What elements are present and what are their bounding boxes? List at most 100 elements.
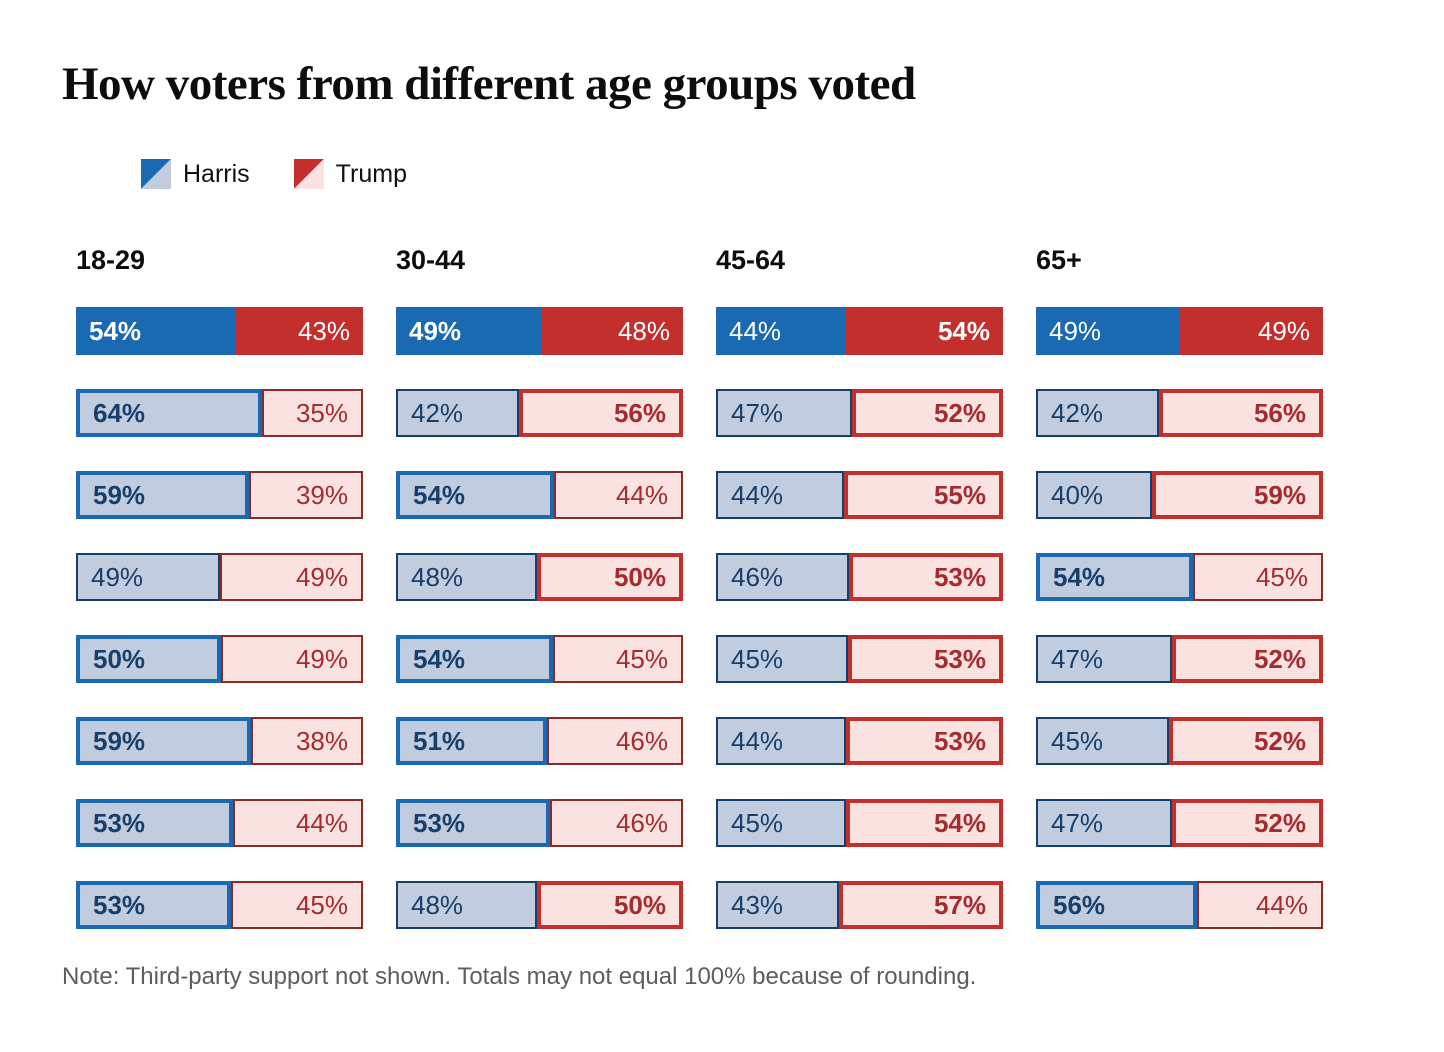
harris-bar-segment: 48% (396, 881, 537, 929)
trump-bar-segment: 53% (846, 717, 1003, 765)
harris-value-label: 47% (1051, 643, 1104, 674)
trump-bar-segment: 55% (843, 471, 1003, 519)
trump-value-label: 48% (617, 315, 670, 346)
trump-bar-segment: 52% (1169, 717, 1323, 765)
harris-value-label: 53% (93, 807, 146, 838)
harris-value-label: 54% (413, 643, 466, 674)
result-bar: 48% 50% (396, 881, 683, 929)
trump-bar-segment: 54% (846, 799, 1003, 847)
result-bar: 45% 52% (1036, 717, 1323, 765)
harris-bar-segment: 50% (76, 635, 221, 683)
harris-bar-segment: 45% (1036, 717, 1170, 765)
result-bar: 54% 43% (76, 307, 363, 355)
harris-value-label: 49% (409, 315, 462, 346)
legend-label-trump: Trump (335, 159, 407, 188)
result-bar: 44% 55% (716, 471, 1003, 519)
harris-value-label: 59% (93, 479, 146, 510)
trump-value-label: 45% (295, 889, 348, 920)
harris-value-label: 44% (729, 315, 782, 346)
trump-bar-segment: 44% (232, 799, 363, 847)
result-bar: 53% 44% (76, 799, 363, 847)
trump-value-label: 52% (1253, 643, 1306, 674)
result-bar: 54% 45% (1036, 553, 1323, 601)
trump-bar-segment: 52% (1172, 635, 1323, 683)
legend-item-trump: Trump (293, 159, 407, 189)
harris-bar-segment: 59% (76, 471, 249, 519)
result-bar: 51% 46% (396, 717, 683, 765)
trump-value-label: 49% (1257, 315, 1310, 346)
result-bar: 47% 52% (1036, 635, 1323, 683)
trump-value-label: 54% (933, 807, 986, 838)
trump-bar-segment: 50% (536, 553, 683, 601)
harris-value-label: 42% (1051, 397, 1104, 428)
harris-bar-segment: 54% (76, 307, 236, 355)
harris-value-label: 64% (93, 397, 146, 428)
trump-bar-segment: 59% (1151, 471, 1323, 519)
harris-value-label: 53% (93, 889, 146, 920)
result-bar: 44% 54% (716, 307, 1003, 355)
trump-bar-segment: 45% (552, 635, 683, 683)
result-bar: 44% 53% (716, 717, 1003, 765)
harris-bar-segment: 44% (716, 471, 844, 519)
trump-bar-segment: 50% (536, 881, 683, 929)
harris-bar-segment: 47% (1036, 799, 1173, 847)
harris-bar-segment: 54% (396, 471, 555, 519)
trump-bar-segment: 48% (540, 307, 683, 355)
harris-value-label: 43% (731, 889, 784, 920)
trump-value-label: 44% (615, 479, 668, 510)
result-bar: 40% 59% (1036, 471, 1323, 519)
trump-bar-segment: 35% (261, 389, 363, 437)
harris-bar-segment: 49% (396, 307, 541, 355)
trump-value-label: 50% (613, 561, 666, 592)
harris-bar-segment: 42% (396, 389, 519, 437)
result-bar: 42% 56% (1036, 389, 1323, 437)
harris-bar-segment: 53% (76, 799, 233, 847)
trump-value-label: 46% (615, 725, 668, 756)
trump-bar-segment: 45% (1192, 553, 1323, 601)
harris-value-label: 40% (1051, 479, 1104, 510)
result-bar: 56% 44% (1036, 881, 1323, 929)
trump-bar-segment: 53% (849, 553, 1003, 601)
page-title: How voters from different age groups vot… (62, 58, 916, 111)
trump-bar-segment: 49% (1179, 307, 1323, 355)
trump-bar-segment: 54% (844, 307, 1003, 355)
trump-value-label: 46% (615, 807, 668, 838)
trump-bar-segment: 52% (1172, 799, 1323, 847)
result-bar: 49% 49% (1036, 307, 1323, 355)
result-bar: 54% 45% (396, 635, 683, 683)
harris-bar-segment: 56% (1036, 881, 1197, 929)
result-bar: 42% 56% (396, 389, 683, 437)
harris-bar-segment: 49% (1036, 307, 1180, 355)
result-bar: 45% 54% (716, 799, 1003, 847)
trump-swatch-icon (293, 159, 324, 189)
trump-value-label: 44% (295, 807, 348, 838)
trump-value-label: 49% (295, 643, 348, 674)
trump-bar-segment: 44% (1196, 881, 1323, 929)
result-bar: 49% 48% (396, 307, 683, 355)
harris-value-label: 49% (1049, 315, 1102, 346)
trump-value-label: 39% (295, 479, 348, 510)
trump-value-label: 43% (297, 315, 350, 346)
result-bar: 54% 44% (396, 471, 683, 519)
trump-value-label: 52% (1253, 807, 1306, 838)
harris-value-label: 48% (411, 889, 464, 920)
trump-value-label: 45% (615, 643, 668, 674)
result-bar: 53% 46% (396, 799, 683, 847)
age-group-column-30-44: 30-44 49% 48% 42% 56% 54% 44% 48% 50% 54% 45% 51% 46… (396, 247, 683, 963)
result-bar: 47% 52% (716, 389, 1003, 437)
harris-value-label: 56% (1053, 889, 1106, 920)
harris-swatch-icon (141, 159, 171, 189)
harris-bar-segment: 54% (396, 635, 553, 683)
harris-value-label: 47% (731, 397, 784, 428)
harris-value-label: 48% (411, 561, 464, 592)
harris-bar-segment: 45% (716, 799, 847, 847)
chart: 18-29 54% 43% 64% 35% 59% 39% 49% 49% 50% 49% 59% 38… (76, 247, 1323, 963)
age-group-header: 18-29 (76, 245, 146, 275)
result-bar: 43% 57% (716, 881, 1003, 929)
trump-bar-segment: 53% (847, 635, 1003, 683)
age-group-column-65+: 65+ 49% 49% 42% 56% 40% 59% 54% 45% 47% 52% 45% 52% 4… (1036, 247, 1323, 963)
trump-value-label: 53% (933, 725, 986, 756)
trump-value-label: 56% (613, 397, 666, 428)
trump-bar-segment: 44% (554, 471, 683, 519)
trump-bar-segment: 49% (219, 553, 363, 601)
